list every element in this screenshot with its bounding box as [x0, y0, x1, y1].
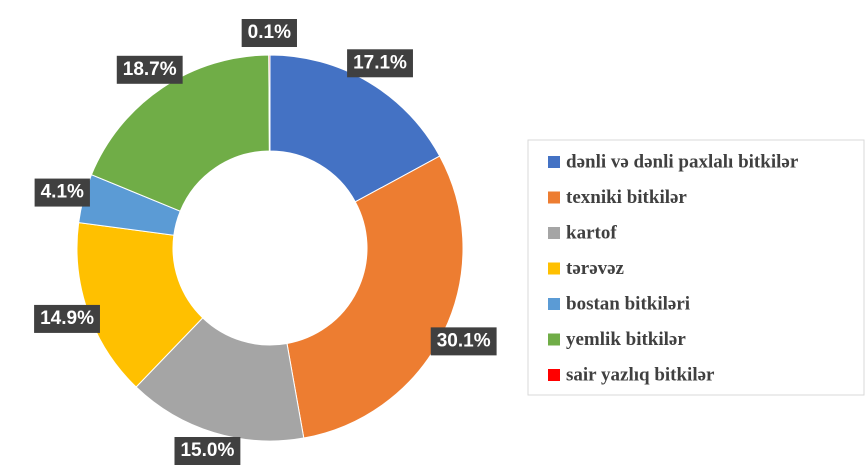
donut-segment — [269, 54, 441, 203]
legend-label: tərəvəz — [566, 258, 625, 279]
data-label-bg — [34, 304, 100, 333]
legend-marker — [548, 156, 560, 168]
legend-marker — [548, 298, 560, 310]
legend-label: sair yazlıq bitkilər — [566, 364, 715, 385]
legend-marker — [548, 333, 560, 346]
legend-label: dənli və dənli paxlalı bitkilər — [566, 151, 799, 172]
data-label-bg — [347, 49, 413, 78]
legend-marker — [548, 227, 560, 239]
data-label-bg — [241, 19, 297, 48]
legend-label: bostan bitkiləri — [566, 293, 690, 314]
data-label-bg — [430, 327, 497, 356]
data-label: 17.1% — [353, 52, 407, 73]
data-label: 15.0% — [180, 440, 234, 461]
legend-marker — [548, 369, 560, 381]
donut-segment — [90, 54, 270, 212]
data-label-bg — [116, 55, 183, 84]
legend-label: kartof — [566, 222, 617, 243]
data-label: 4.1% — [41, 182, 84, 203]
legend-marker — [548, 191, 560, 204]
legend-marker — [548, 262, 560, 275]
donut-segment — [268, 54, 271, 152]
data-label-bg — [34, 178, 90, 207]
donut-segment — [286, 155, 464, 439]
legend-label: yemlik bitkilər — [566, 329, 686, 350]
data-label: 14.9% — [40, 308, 94, 329]
legend-label: texniki bitkilər — [566, 187, 687, 208]
data-label: 18.7% — [123, 59, 177, 80]
legend-box — [527, 139, 865, 396]
data-label: 0.1% — [248, 22, 291, 43]
data-label-bg — [174, 437, 241, 465]
data-label: 30.1% — [437, 330, 491, 351]
